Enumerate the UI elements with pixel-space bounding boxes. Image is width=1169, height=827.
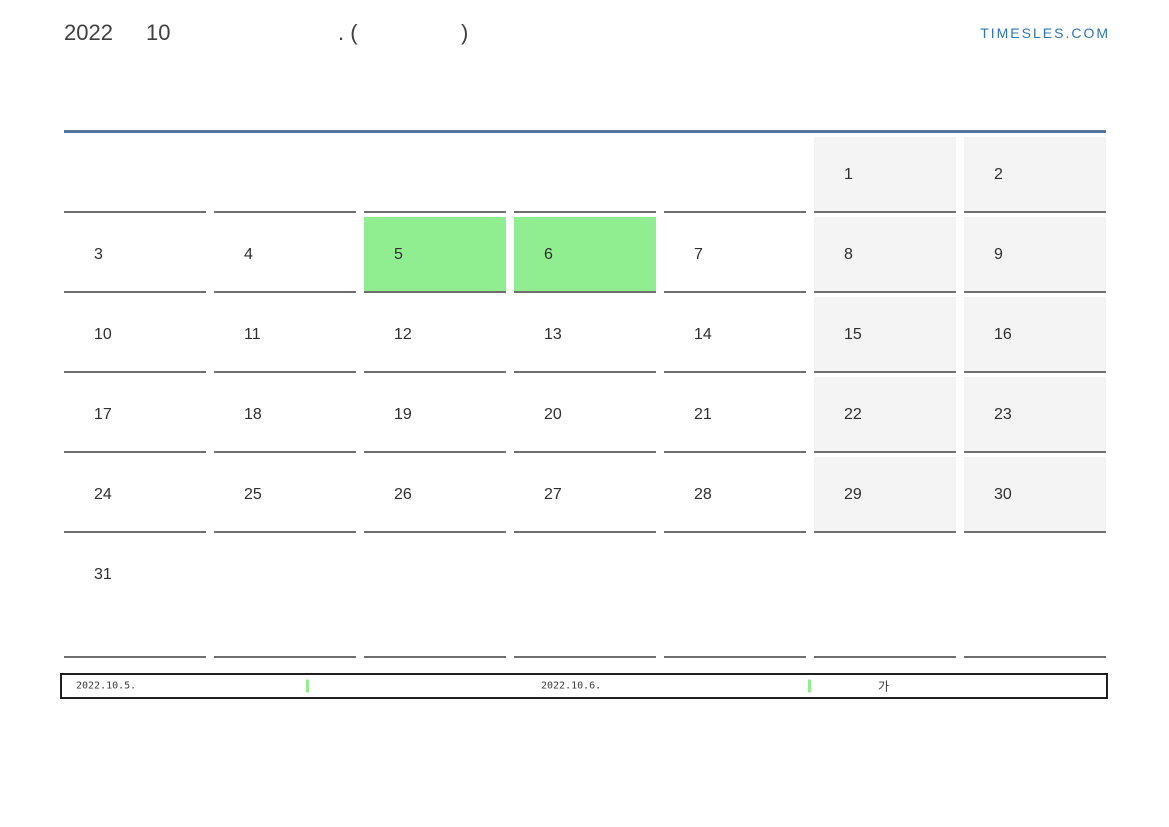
day-number: 28 (694, 486, 712, 503)
day-number: 16 (994, 326, 1012, 343)
day-number: 25 (244, 486, 262, 503)
day-cell-empty (364, 533, 506, 658)
day-cell-31: 31 (64, 533, 206, 658)
day-cell-8: 8 (814, 213, 956, 293)
day-number: 7 (694, 246, 703, 263)
day-cell-empty (814, 533, 956, 658)
day-cell-12: 12 (364, 293, 506, 373)
day-number: 14 (694, 326, 712, 343)
day-number: 26 (394, 486, 412, 503)
day-number: 29 (844, 486, 862, 503)
day-cell-20: 20 (514, 373, 656, 453)
day-cell-empty (514, 533, 656, 658)
timesles-logo-link[interactable]: TIMESLES.COM (980, 25, 1110, 41)
day-cell-5: 5 (364, 213, 506, 293)
day-cell-empty (964, 533, 1106, 658)
day-cell-16: 16 (964, 293, 1106, 373)
day-number: 18 (244, 406, 262, 423)
day-cell-22: 22 (814, 373, 956, 453)
day-cell-10: 10 (64, 293, 206, 373)
day-cell-21: 21 (664, 373, 806, 453)
calendar-top-rule (64, 130, 1106, 133)
day-cell-4: 4 (214, 213, 356, 293)
day-number: 27 (544, 486, 562, 503)
title-month: 10 (146, 20, 171, 45)
day-cell-7: 7 (664, 213, 806, 293)
day-cell-30: 30 (964, 453, 1106, 533)
day-number: 6 (544, 246, 553, 263)
day-cell-28: 28 (664, 453, 806, 533)
day-number: 13 (544, 326, 562, 343)
day-cell-empty (514, 133, 656, 213)
day-number: 15 (844, 326, 862, 343)
day-number: 5 (394, 246, 403, 263)
legend-bar: 2022.10.5. 2022.10.6. 가 (60, 673, 1108, 699)
legend-marker (808, 679, 811, 693)
day-number: 11 (244, 326, 261, 343)
day-number: 3 (94, 246, 103, 263)
legend-date-end: 2022.10.6. (541, 680, 602, 692)
day-number: 1 (844, 166, 853, 183)
title-punctuation-open: . ( (338, 20, 358, 45)
day-cell-27: 27 (514, 453, 656, 533)
day-number: 20 (544, 406, 562, 423)
day-cell-25: 25 (214, 453, 356, 533)
day-cell-23: 23 (964, 373, 1106, 453)
day-number: 9 (994, 246, 1003, 263)
day-number: 10 (94, 326, 112, 343)
day-number: 22 (844, 406, 862, 423)
day-number: 23 (994, 406, 1012, 423)
day-cell-empty (214, 533, 356, 658)
day-cell-29: 29 (814, 453, 956, 533)
day-cell-19: 19 (364, 373, 506, 453)
day-cell-14: 14 (664, 293, 806, 373)
title-punctuation-close: ) (461, 20, 469, 45)
day-cell-1: 1 (814, 133, 956, 213)
day-number: 19 (394, 406, 412, 423)
legend-date-start: 2022.10.5. (76, 680, 137, 692)
calendar-grid: 1 2 3 4 5 6 7 8 9 10 11 12 13 14 15 16 17 18 19 20 21 22 23 24 2… (64, 133, 1106, 658)
day-cell-18: 18 (214, 373, 356, 453)
day-number: 8 (844, 246, 853, 263)
day-number: 30 (994, 486, 1012, 503)
day-cell-24: 24 (64, 453, 206, 533)
day-number: 2 (994, 166, 1003, 183)
day-number: 12 (394, 326, 412, 343)
day-number: 21 (694, 406, 712, 423)
day-cell-6: 6 (514, 213, 656, 293)
day-cell-empty (664, 533, 806, 658)
day-cell-empty (664, 133, 806, 213)
day-number: 31 (94, 566, 112, 583)
day-cell-9: 9 (964, 213, 1106, 293)
day-cell-11: 11 (214, 293, 356, 373)
day-number: 24 (94, 486, 112, 503)
legend-marker (306, 679, 309, 693)
day-cell-13: 13 (514, 293, 656, 373)
day-cell-17: 17 (64, 373, 206, 453)
day-cell-2: 2 (964, 133, 1106, 213)
day-cell-26: 26 (364, 453, 506, 533)
day-number: 4 (244, 246, 253, 263)
day-cell-empty (364, 133, 506, 213)
legend-note: 가 (878, 679, 890, 694)
day-number: 17 (94, 406, 112, 423)
day-cell-empty (64, 133, 206, 213)
day-cell-15: 15 (814, 293, 956, 373)
day-cell-3: 3 (64, 213, 206, 293)
day-cell-empty (214, 133, 356, 213)
title-year: 2022 (64, 20, 113, 45)
